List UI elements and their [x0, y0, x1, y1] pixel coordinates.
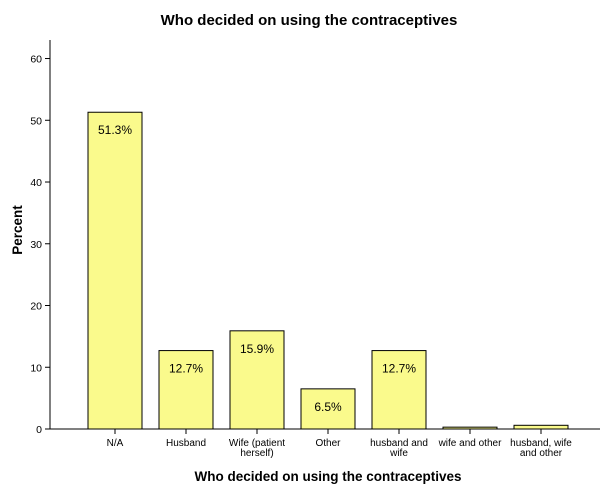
bar-group [87, 111, 569, 430]
data-label: 12.7% [169, 362, 203, 376]
y-tick-label: 0 [36, 424, 42, 436]
bar [229, 330, 285, 430]
y-axis-title: Percent [10, 205, 25, 255]
data-label: 15.9% [240, 342, 274, 356]
y-tick-label: 50 [30, 115, 42, 127]
x-axis-title: Who decided on using the contraceptives [194, 469, 461, 484]
bar [87, 111, 143, 430]
data-label: 51.3% [98, 123, 132, 137]
x-tick-label: Husband [166, 438, 206, 449]
y-tick-label: 20 [30, 301, 42, 313]
y-tick-label: 60 [30, 54, 42, 66]
bar [158, 350, 214, 430]
bar [371, 350, 427, 430]
y-tick-label: 10 [30, 362, 42, 374]
label-group: 51.3% 12.7% 15.9% 6.5% 12.7% [98, 123, 416, 414]
y-tick-label: 40 [30, 177, 42, 189]
bar [442, 426, 498, 430]
x-tick-label: wife and other [438, 438, 502, 449]
x-tick-label: N/A [107, 438, 124, 449]
data-label: 6.5% [314, 400, 342, 414]
x-tick-label: husband, wife and other [510, 438, 572, 459]
bar [513, 424, 569, 430]
x-tick-label: Wife (patient herself) [229, 438, 285, 459]
y-tick-label: 30 [30, 239, 42, 251]
data-label: 12.7% [382, 362, 416, 376]
x-tick-label: husband and wife [370, 438, 428, 459]
bar [300, 388, 356, 430]
x-tick-label: Other [315, 438, 341, 449]
chart-title: Who decided on using the contraceptives [161, 12, 458, 29]
